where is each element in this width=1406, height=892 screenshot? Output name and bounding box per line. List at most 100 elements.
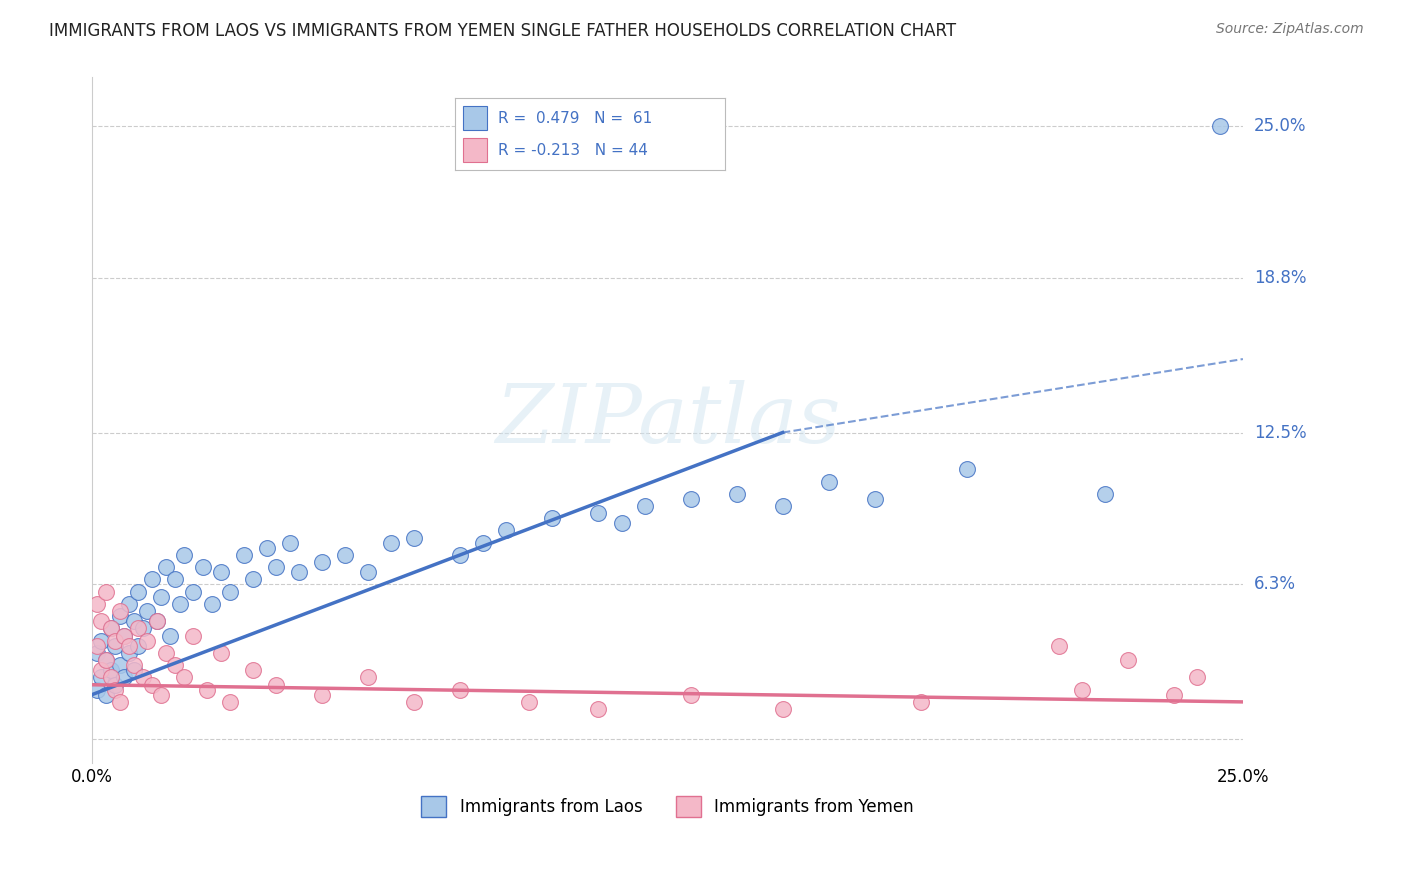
Point bbox=[100, 663, 122, 677]
Point bbox=[357, 670, 380, 684]
Point bbox=[104, 678, 127, 692]
Point bbox=[541, 511, 564, 525]
Text: 18.8%: 18.8% bbox=[1254, 269, 1306, 287]
Point bbox=[86, 597, 108, 611]
Point bbox=[817, 475, 839, 489]
Point bbox=[1163, 688, 1185, 702]
Point bbox=[122, 663, 145, 677]
Point bbox=[100, 622, 122, 636]
Point bbox=[136, 633, 159, 648]
Point bbox=[104, 682, 127, 697]
Point bbox=[108, 609, 131, 624]
Point bbox=[404, 531, 426, 545]
Point bbox=[588, 702, 610, 716]
Point bbox=[956, 462, 979, 476]
Point bbox=[772, 702, 794, 716]
Point bbox=[173, 548, 195, 562]
Point bbox=[495, 524, 517, 538]
Point bbox=[132, 670, 155, 684]
Point bbox=[173, 670, 195, 684]
Point bbox=[266, 678, 288, 692]
Point bbox=[233, 548, 256, 562]
Point bbox=[472, 535, 495, 549]
Point bbox=[633, 499, 655, 513]
Text: ZIPatlas: ZIPatlas bbox=[495, 380, 841, 460]
Point bbox=[100, 622, 122, 636]
Point bbox=[311, 688, 333, 702]
Point bbox=[127, 622, 149, 636]
Point bbox=[122, 614, 145, 628]
Point bbox=[86, 639, 108, 653]
Point bbox=[588, 506, 610, 520]
Point bbox=[610, 516, 633, 530]
Point bbox=[242, 663, 264, 677]
Point bbox=[94, 653, 117, 667]
Point bbox=[112, 629, 135, 643]
Point bbox=[104, 639, 127, 653]
Point bbox=[141, 678, 163, 692]
Point bbox=[256, 541, 278, 555]
Point bbox=[288, 565, 311, 579]
Point bbox=[357, 565, 380, 579]
Point bbox=[132, 622, 155, 636]
Point bbox=[863, 491, 886, 506]
Point bbox=[219, 695, 242, 709]
Point bbox=[449, 548, 471, 562]
Point bbox=[679, 688, 702, 702]
Point bbox=[209, 646, 232, 660]
Point bbox=[112, 629, 135, 643]
Text: 6.3%: 6.3% bbox=[1254, 575, 1296, 593]
Point bbox=[1070, 682, 1092, 697]
Point bbox=[100, 670, 122, 684]
Point bbox=[90, 663, 112, 677]
Point bbox=[1209, 120, 1232, 134]
Point bbox=[772, 499, 794, 513]
Point bbox=[94, 653, 117, 667]
Point bbox=[145, 614, 167, 628]
Point bbox=[1116, 653, 1139, 667]
Point bbox=[90, 670, 112, 684]
Point bbox=[104, 633, 127, 648]
Point bbox=[90, 614, 112, 628]
Text: 12.5%: 12.5% bbox=[1254, 424, 1306, 442]
Point bbox=[195, 682, 218, 697]
Point bbox=[155, 646, 177, 660]
Point bbox=[118, 597, 141, 611]
Point bbox=[335, 548, 357, 562]
Point bbox=[519, 695, 541, 709]
Point bbox=[725, 487, 748, 501]
Point bbox=[404, 695, 426, 709]
Point bbox=[679, 491, 702, 506]
Point bbox=[118, 639, 141, 653]
Legend: Immigrants from Laos, Immigrants from Yemen: Immigrants from Laos, Immigrants from Ye… bbox=[415, 789, 921, 823]
Point bbox=[1185, 670, 1208, 684]
Point bbox=[150, 590, 173, 604]
Point bbox=[141, 573, 163, 587]
Point bbox=[155, 560, 177, 574]
Point bbox=[108, 695, 131, 709]
Point bbox=[163, 573, 186, 587]
Text: IMMIGRANTS FROM LAOS VS IMMIGRANTS FROM YEMEN SINGLE FATHER HOUSEHOLDS CORRELATI: IMMIGRANTS FROM LAOS VS IMMIGRANTS FROM … bbox=[49, 22, 956, 40]
Point bbox=[150, 688, 173, 702]
Point bbox=[86, 682, 108, 697]
Point bbox=[86, 646, 108, 660]
Text: Source: ZipAtlas.com: Source: ZipAtlas.com bbox=[1216, 22, 1364, 37]
Point bbox=[108, 658, 131, 673]
Point bbox=[122, 658, 145, 673]
Point bbox=[112, 670, 135, 684]
Point bbox=[136, 604, 159, 618]
Point bbox=[1047, 639, 1070, 653]
Point bbox=[94, 688, 117, 702]
Point bbox=[183, 629, 205, 643]
Point bbox=[118, 646, 141, 660]
Point bbox=[90, 633, 112, 648]
Point bbox=[242, 573, 264, 587]
Point bbox=[127, 639, 149, 653]
Point bbox=[145, 614, 167, 628]
Point bbox=[163, 658, 186, 673]
Point bbox=[266, 560, 288, 574]
Point bbox=[201, 597, 224, 611]
Point bbox=[159, 629, 181, 643]
Point bbox=[191, 560, 214, 574]
Point bbox=[278, 535, 301, 549]
